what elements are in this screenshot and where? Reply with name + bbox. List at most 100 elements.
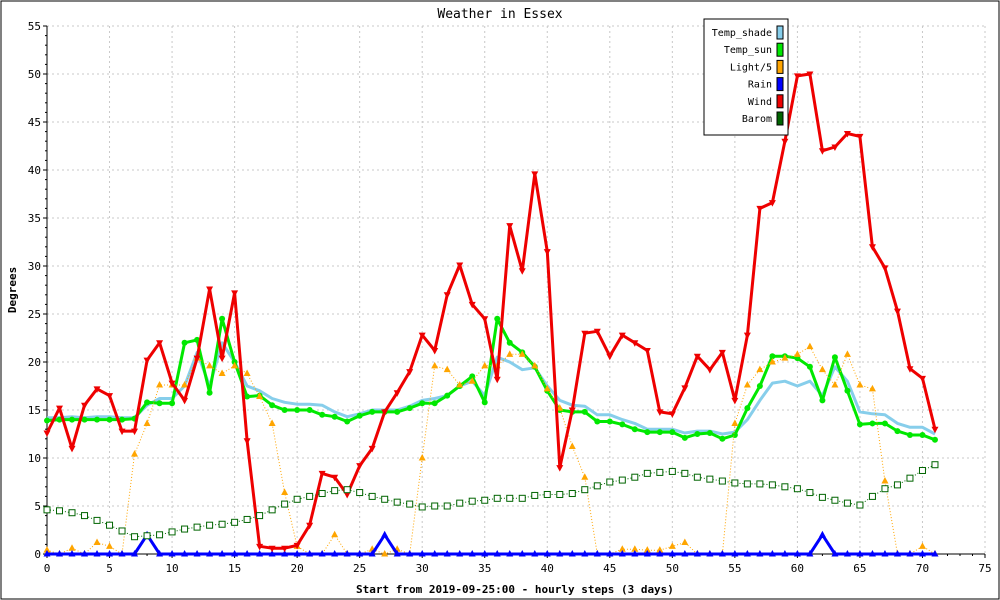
point-barom [718,477,726,485]
point-temp-sun [869,420,876,427]
point-temp-sun [769,353,776,360]
point-barom [431,502,439,510]
point-rain [793,550,801,557]
point-wind [381,409,389,416]
point-rain [643,550,651,557]
y-tick-label: 15 [28,404,41,417]
y-tick-label: 55 [28,20,41,33]
point-rain [543,550,551,557]
point-temp-sun [819,397,826,404]
point-barom [743,480,751,488]
point-temp-sun [219,315,226,322]
point-barom [606,478,614,486]
point-barom [706,475,714,483]
point-barom [418,503,426,511]
point-rain [393,550,401,557]
point-temp-sun [831,354,838,361]
point-barom [393,498,401,506]
point-temp-sun [594,418,601,425]
point-light-5 [556,404,564,411]
point-light-5 [268,419,276,426]
point-light-5 [581,473,589,480]
point-barom [43,506,51,514]
point-wind [931,426,939,434]
point-barom [756,480,764,488]
point-wind [893,308,901,316]
point-barom [81,512,89,520]
point-light-5 [668,542,676,549]
point-wind [468,301,476,309]
series-rain [43,530,939,557]
point-light-5 [656,546,664,553]
point-wind [231,290,239,297]
point-wind [418,332,426,340]
point-barom [281,500,289,508]
point-rain [231,550,239,557]
point-barom [906,474,914,482]
point-barom [781,483,789,491]
point-barom [493,494,501,502]
point-wind [531,171,539,178]
point-wind [643,347,651,355]
point-barom [106,521,114,529]
point-wind [668,411,676,418]
point-light-5 [643,546,651,553]
x-tick-label: 0 [44,562,51,575]
y-tick-label: 35 [28,212,41,225]
x-tick-label: 15 [228,562,241,575]
point-light-5 [918,542,926,549]
point-rain [931,550,939,557]
point-wind [556,465,564,472]
y-tick-label: 50 [28,68,41,81]
x-tick-label: 45 [603,562,616,575]
x-tick-label: 20 [291,562,304,575]
point-rain [806,550,814,557]
point-barom [793,485,801,493]
point-rain [731,550,739,557]
point-barom [843,499,851,507]
point-temp-sun [56,416,63,423]
point-rain [893,550,901,557]
point-temp-sun [931,436,938,443]
point-barom [856,501,864,509]
point-rain [631,550,639,557]
legend-label-rain: Rain [748,80,772,91]
point-temp-sun [581,408,588,415]
x-tick-label: 35 [478,562,491,575]
point-barom [806,489,814,497]
point-rain [443,550,451,557]
point-temp-sun [206,389,213,396]
point-light-5 [768,358,776,365]
point-temp-sun [806,363,813,370]
point-rain [818,530,826,538]
point-temp-sun [419,400,426,407]
y-tick-label: 20 [28,356,41,369]
point-wind [843,131,851,138]
point-temp-sun [281,407,288,413]
point-rain [856,550,864,557]
point-rain [918,550,926,557]
point-wind [243,438,251,445]
point-barom [468,497,476,505]
point-temp-sun [306,407,313,413]
point-barom [556,490,564,498]
point-rain [293,550,301,557]
point-barom [731,479,739,487]
point-barom [131,533,139,541]
point-rain [368,550,376,557]
y-tick-label: 40 [28,164,41,177]
grid-lines [47,25,986,554]
point-barom [243,515,251,523]
point-barom [531,491,539,499]
point-temp-sun [619,421,626,428]
x-tick-label: 60 [791,562,804,575]
point-barom [356,489,364,497]
point-light-5 [131,450,139,457]
point-barom [868,492,876,500]
point-barom [368,492,376,500]
point-temp-sun [331,413,338,420]
point-temp-sun [881,420,888,427]
point-rain [331,550,339,557]
